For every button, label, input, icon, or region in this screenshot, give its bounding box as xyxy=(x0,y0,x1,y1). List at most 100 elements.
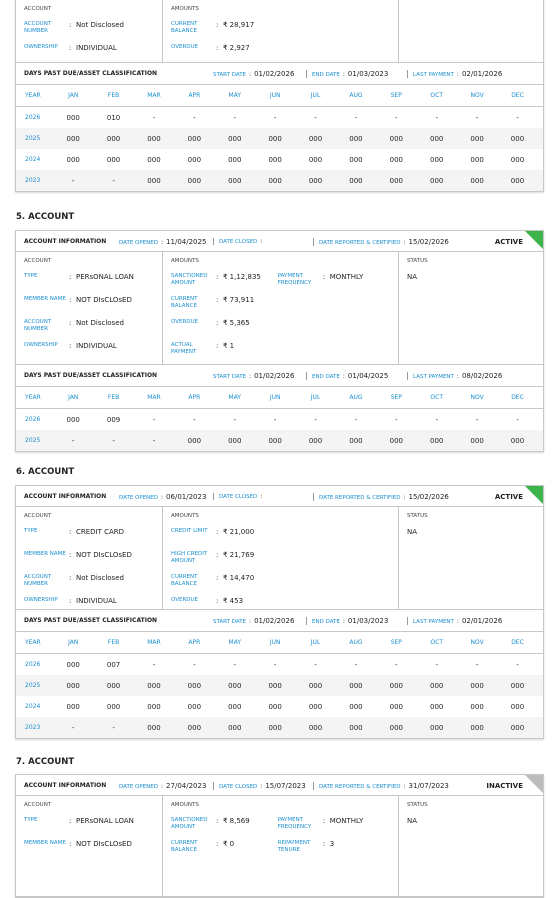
dpd-value: - xyxy=(475,113,479,122)
field-group: SANCTIONED AMOUNT: ₹ 1,12,835 CURRENT BALA… xyxy=(171,273,278,364)
dpd-value: 000 xyxy=(66,113,80,122)
field-column: STATUS NA xyxy=(399,252,543,364)
month-label: FEB xyxy=(107,92,120,99)
info-item: DATE CLOSED: xyxy=(213,493,265,500)
dpd-row: 2025 000 000 000 000 000 000 000 000 000 000 000 000 xyxy=(16,128,543,149)
month-label: FEB xyxy=(107,639,120,646)
field-groups: NA xyxy=(407,528,535,551)
column-title: STATUS xyxy=(407,258,428,264)
field-label: HIGH CREDIT AMOUNT xyxy=(171,551,208,564)
dpd-meta-sep: : xyxy=(342,618,345,625)
column-title: AMOUNTS xyxy=(171,513,199,519)
badge-corner xyxy=(525,231,543,249)
dpd-value: - xyxy=(314,660,317,669)
info-value: 15/02/2026 xyxy=(408,493,449,501)
dpd-year: 2025 xyxy=(25,437,41,444)
dpd-value: - xyxy=(112,723,115,732)
month-label: JUN xyxy=(269,639,281,646)
info-value: 11/04/2025 xyxy=(166,238,207,246)
dpd-meta-value: 01/03/2023 xyxy=(347,70,389,78)
field-value: CREDIT CARD xyxy=(76,528,125,536)
field-value: ₹ 453 xyxy=(223,597,244,605)
field-sep: : xyxy=(216,44,219,52)
field-label: TYPE xyxy=(24,528,38,534)
dpd-meta-label: START DATE xyxy=(213,619,247,625)
month-label: DEC xyxy=(511,639,524,646)
field-value: ₹ 2,927 xyxy=(223,44,250,52)
field-sep: : xyxy=(216,840,219,848)
field-label: CURRENT BALANCE xyxy=(171,840,198,853)
dpd-value: 000 xyxy=(268,702,282,711)
month-label: NOV xyxy=(470,639,484,646)
dpd-meta: LAST PAYMENT:08/02/2026 xyxy=(407,372,502,380)
field-sep: : xyxy=(216,21,219,29)
account-box: ACCOUNT INFORMATION DATE OPENED:06/01/202… xyxy=(15,485,544,739)
field-value: INDIVIDUAL xyxy=(76,342,117,350)
month-label: MAR xyxy=(147,92,161,99)
field-value: ₹ 21,769 xyxy=(223,551,255,559)
month-label: FEB xyxy=(107,394,120,401)
field: SANCTIONED AMOUNT: ₹ 8,569 xyxy=(171,817,278,840)
info-sep: : xyxy=(403,783,406,790)
month-label: AUG xyxy=(349,639,363,646)
field-value: ₹ 8,569 xyxy=(223,817,250,825)
dpd-value: 000 xyxy=(228,134,242,143)
dpd-value: - xyxy=(516,415,519,424)
dpd-value: - xyxy=(314,415,317,424)
month-header: YEAR JAN FEB MAR APR MAY JUN JUL AUG SEP OCT NOV DEC xyxy=(16,85,543,107)
field: CURRENT BALANCE: ₹ 14,470 xyxy=(171,574,291,597)
dpd-value: 000 xyxy=(430,436,444,445)
dpd-value: 000 xyxy=(470,681,484,690)
field-sep: : xyxy=(216,817,219,825)
field-value: ₹ 73,911 xyxy=(223,296,255,304)
dpd-value: 000 xyxy=(470,134,484,143)
info-header: ACCOUNT INFORMATION DATE OPENED:06/01/202… xyxy=(16,486,543,507)
info-value: 15/07/2023 xyxy=(265,782,306,790)
dpd-meta-sep: : xyxy=(456,373,459,380)
month-label: APR xyxy=(188,639,201,646)
field-label: OWNERSHIP xyxy=(24,597,58,603)
info-label: DATE REPORTED & CERTIFIED xyxy=(319,784,401,790)
dpd-value: 000 xyxy=(308,176,323,185)
dpd-value: 000 xyxy=(66,155,80,164)
month-label: AUG xyxy=(349,92,363,99)
dpd-value: 000 xyxy=(147,681,161,690)
dpd-meta-label: LAST PAYMENT xyxy=(413,374,454,380)
field-group: ACCOUNT NUMBER: Not Disclosed OWNERSHIP: IN… xyxy=(24,21,144,62)
dpd-year: 2026 xyxy=(25,416,41,423)
dpd-value: 000 xyxy=(510,436,525,445)
dpd-value: 000 xyxy=(510,176,525,185)
info-value: 27/04/2023 xyxy=(166,782,207,790)
field-sep: : xyxy=(216,597,219,605)
dpd-year: 2024 xyxy=(25,156,41,163)
dpd-value: 000 xyxy=(66,702,80,711)
dpd-value: 000 xyxy=(389,436,403,445)
dpd-meta: START DATE:01/02/2026 xyxy=(213,70,294,78)
status-badge: INACTIVE xyxy=(486,782,523,790)
field: ACTUAL PAYMENT: ₹ 1 xyxy=(171,342,278,364)
info-item: DATE REPORTED & CERTIFIED:31/07/2023 xyxy=(313,782,449,790)
month-label: OCT xyxy=(430,394,443,401)
field-value: Not Disclosed xyxy=(76,574,124,582)
month-label: NOV xyxy=(470,92,484,99)
info-label: DATE REPORTED & CERTIFIED xyxy=(319,495,401,501)
dpd-value: 000 xyxy=(187,176,202,185)
dpd-year: 2026 xyxy=(25,114,41,121)
info-value: 31/07/2023 xyxy=(408,782,449,790)
info-title: ACCOUNT INFORMATION xyxy=(24,238,107,245)
dpd-value: 000 xyxy=(389,176,403,185)
dpd-value: - xyxy=(435,415,438,424)
field-value: ₹ 14,470 xyxy=(223,574,255,582)
dpd-meta: LAST PAYMENT:02/01/2026 xyxy=(407,70,502,78)
info-title: ACCOUNT INFORMATION xyxy=(24,493,107,500)
dpd-value: 000 xyxy=(430,134,444,143)
dpd-meta-value: 01/02/2026 xyxy=(254,372,295,380)
account-box: ACCOUNT INFORMATION DATE OPENED:11/04/202… xyxy=(15,230,544,452)
dpd-value: 000 xyxy=(187,681,202,690)
dpd-row: 2023 - - 000 000 000 000 000 000 000 000 000 000 xyxy=(16,717,543,738)
dpd-row: 2025 - - - 000 000 000 000 000 000 000 000 000 xyxy=(16,430,543,451)
dpd-row: 2025 000 000 000 000 000 000 000 000 000 000 000 000 xyxy=(16,675,543,696)
dpd-value: 000 xyxy=(510,155,525,164)
info-item: DATE CLOSED: xyxy=(213,238,265,245)
info-sep: : xyxy=(161,239,164,246)
